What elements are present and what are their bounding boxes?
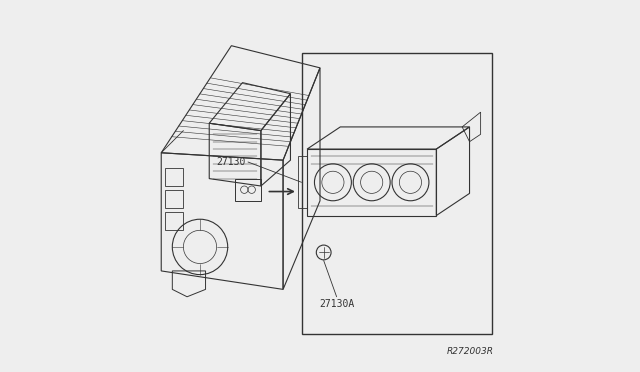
Text: R272003R: R272003R: [447, 347, 493, 356]
Text: 27130: 27130: [217, 157, 246, 167]
Text: 27130A: 27130A: [319, 299, 355, 309]
